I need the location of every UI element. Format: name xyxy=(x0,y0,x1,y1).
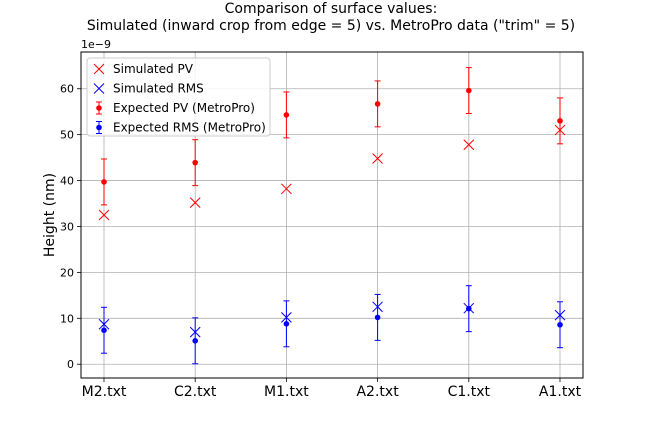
legend-marker xyxy=(96,101,102,115)
y-offset-text: 1e−9 xyxy=(81,38,111,51)
data-point-errorbar xyxy=(557,301,563,349)
x-marker-stroke xyxy=(93,83,105,94)
series-1 xyxy=(98,301,566,338)
legend-marker xyxy=(93,63,105,75)
data-point-errorbar xyxy=(101,306,107,354)
x-tick-label: C2.txt xyxy=(174,384,217,400)
point-marker xyxy=(466,87,472,94)
point-marker xyxy=(283,112,290,118)
chart-title-line-2: Simulated (inward crop from edge = 5) vs… xyxy=(87,18,575,34)
x-tick-label: M2.txt xyxy=(82,384,127,400)
data-point-errorbar xyxy=(465,67,472,115)
y-tick-label: 40 xyxy=(60,175,74,188)
chart-title-line-1: Comparison of surface values: xyxy=(225,1,438,17)
legend-point xyxy=(96,105,102,111)
y-axis-label: Height (nm) xyxy=(42,173,58,257)
data-point-x xyxy=(281,183,292,195)
point-marker xyxy=(374,314,381,321)
series-0 xyxy=(98,124,566,221)
x-tick-label: A2.txt xyxy=(356,384,399,400)
y-tick-label: 0 xyxy=(67,358,74,371)
point-marker xyxy=(101,179,107,185)
y-tick-label: 20 xyxy=(60,266,74,279)
x-marker-stroke xyxy=(189,197,201,208)
data-point-errorbar xyxy=(192,317,199,365)
data-point-x xyxy=(372,153,383,164)
y-axis-ticks: 0 10 20 30 40 50 60 xyxy=(60,83,81,371)
y-tick-label: 30 xyxy=(60,220,74,233)
plot-frame xyxy=(80,51,584,379)
data-point-x xyxy=(463,139,475,151)
x-axis-ticks: M2.txt C2.txt M1.txt A2.txt C1.txt A1.txt xyxy=(82,378,582,400)
y-tick-label: 50 xyxy=(60,129,74,142)
x-marker-stroke xyxy=(281,183,292,195)
x-marker-stroke xyxy=(372,153,383,164)
x-tick-label: C1.txt xyxy=(448,384,491,400)
legend-marker xyxy=(93,83,105,94)
legend-label: Expected RMS (MetroPro) xyxy=(113,121,266,135)
data-point-errorbar xyxy=(101,158,107,206)
point-marker xyxy=(283,321,290,327)
legend-label: Simulated PV xyxy=(113,62,194,76)
point-marker xyxy=(466,305,472,312)
point-marker xyxy=(557,321,563,328)
data-point-x xyxy=(189,197,201,208)
data-point-errorbar xyxy=(374,293,381,341)
point-marker xyxy=(557,118,563,124)
legend-label: Expected PV (MetroPro) xyxy=(113,101,255,115)
x-marker-stroke xyxy=(93,63,105,75)
series-3 xyxy=(101,285,563,365)
data-point-errorbar xyxy=(192,139,199,187)
x-tick-label: A1.txt xyxy=(539,384,582,400)
series-2 xyxy=(101,67,563,206)
y-tick-label: 10 xyxy=(60,312,74,325)
legend-label: Simulated RMS xyxy=(113,82,204,96)
y-tick-label: 60 xyxy=(60,83,74,96)
data-marks xyxy=(98,67,566,365)
data-point-errorbar xyxy=(283,300,290,348)
point-marker xyxy=(101,327,107,334)
data-point-errorbar xyxy=(374,80,381,128)
legend-marker xyxy=(96,121,102,134)
legend: Simulated PV Simulated RMS Expected PV (Me… xyxy=(86,57,271,137)
data-point-errorbar xyxy=(283,91,290,139)
data-point-errorbar xyxy=(557,97,563,145)
point-marker xyxy=(192,338,198,344)
data-point-x xyxy=(98,209,110,221)
legend-box xyxy=(86,57,271,137)
point-marker xyxy=(192,159,198,166)
x-marker-stroke xyxy=(98,209,110,221)
legend-point xyxy=(96,124,102,131)
x-marker-stroke xyxy=(463,139,475,151)
x-tick-label: M1.txt xyxy=(264,384,309,400)
point-marker xyxy=(374,101,381,107)
data-point-errorbar xyxy=(465,285,472,333)
